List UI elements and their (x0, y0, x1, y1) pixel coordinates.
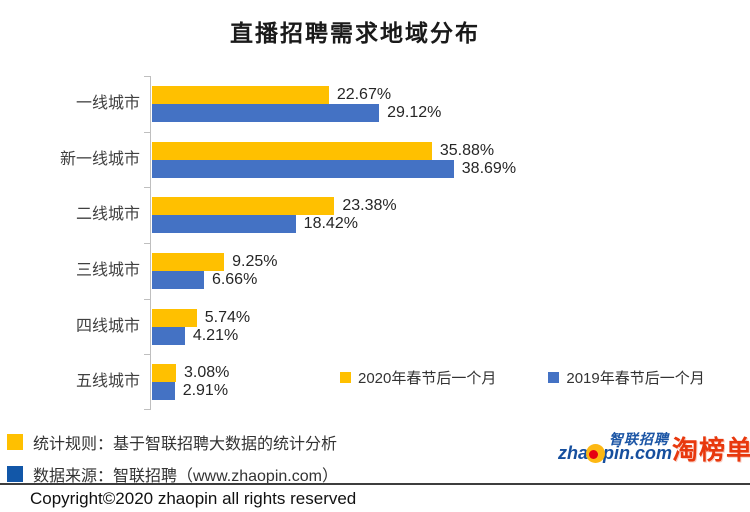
bar-line: 4.21% (152, 326, 717, 345)
value-label: 29.12% (387, 103, 442, 121)
bar-line: 6.66% (152, 270, 717, 289)
zhaopin-url-wordmark: zha pin.com (558, 443, 672, 464)
bar-2019年春节后一个月 (152, 159, 454, 178)
plot-area: 一线城市 22.67% 29.12% 新一线城市 35.88% 38.69% 二线城市 23.… (60, 76, 717, 410)
category-row: 五线城市 3.08% 2.91% (76, 364, 717, 401)
legend-swatch-icon (548, 372, 560, 383)
category-label: 三线城市 (75, 261, 140, 279)
category-row: 一线城市 22.67% 29.12% (76, 85, 717, 122)
zhaopin-logo: 智联招聘 zha pin.com 淘榜单 (556, 428, 750, 478)
legend-item: 2019年春节后一个月 (548, 367, 705, 388)
axis-tick (144, 243, 150, 244)
chart-title: 直播招聘需求地域分布 (230, 20, 480, 46)
bar-line: 38.69% (152, 159, 717, 178)
bar-2019年春节后一个月 (152, 382, 175, 401)
bar-2020年春节后一个月 (152, 252, 225, 271)
note-text-source: 数据来源：智联招聘（www.zhaopin.com） (33, 468, 338, 485)
zhaopin-cn-wordmark: 智联招聘 (609, 431, 669, 447)
category-label: 新一线城市 (59, 150, 140, 168)
bar-line: 29.12% (152, 103, 717, 122)
bar-line: 23.38% (152, 197, 717, 216)
bar-line: 9.25% (152, 252, 717, 271)
legend-label: 2020年春节后一个月 (358, 370, 497, 387)
taobangdan-logo: 淘榜单 (672, 435, 750, 465)
value-label: 9.25% (232, 252, 278, 270)
value-label: 35.88% (439, 141, 495, 159)
legend-swatch-icon (340, 372, 351, 383)
category-label: 一线城市 (75, 94, 140, 112)
bar-2019年春节后一个月 (152, 215, 296, 234)
zhaopin-text-post: pin.com (603, 443, 673, 463)
note-row-rule: 统计规则：基于智联招聘大数据的统计分析 (7, 430, 338, 454)
legend-item: 2020年春节后一个月 (340, 367, 496, 388)
bar-2019年春节后一个月 (152, 103, 380, 122)
bar-2020年春节后一个月 (152, 308, 197, 327)
bar-line: 5.74% (152, 308, 717, 327)
bottom-divider (0, 483, 750, 485)
category-row: 四线城市 5.74% 4.21% (76, 308, 717, 345)
category-row: 三线城市 9.25% 6.66% (76, 252, 717, 289)
bar-line: 22.67% (152, 85, 717, 104)
value-label: 2.91% (182, 382, 229, 400)
category-row: 新一线城市 35.88% 38.69% (60, 141, 717, 178)
value-label: 3.08% (184, 364, 230, 382)
axis-tick (144, 76, 150, 77)
axis-tick (144, 131, 150, 133)
value-label: 4.21% (192, 326, 239, 344)
value-label: 6.66% (211, 270, 258, 288)
value-label: 5.74% (204, 308, 251, 326)
bar-2020年春节后一个月 (152, 85, 329, 104)
zhaopin-text-pre: zha (558, 443, 589, 463)
axis-tick (144, 187, 150, 189)
value-label: 18.42% (303, 215, 358, 233)
bar-2020年春节后一个月 (152, 197, 335, 216)
category-label: 二线城市 (75, 206, 140, 224)
bar-2020年春节后一个月 (152, 141, 432, 160)
axis-tick (144, 354, 150, 356)
note-marker-blue (7, 466, 23, 482)
zhaopin-dot-icon (589, 450, 599, 459)
zhaopin-circle-icon (586, 444, 606, 463)
bar-line: 18.42% (152, 215, 717, 234)
axis-tick (144, 409, 150, 410)
legend: 2020年春节后一个月 2019年春节后一个月 (340, 367, 705, 388)
bar-line: 3.08% (152, 364, 717, 383)
bar-line: 2.91% (152, 382, 717, 401)
value-label: 38.69% (461, 159, 517, 177)
bar-2019年春节后一个月 (152, 270, 204, 289)
copyright-text: Copyright©2020 zhaopin all rights reserv… (30, 489, 357, 508)
category-label: 五线城市 (75, 373, 140, 391)
bar-line: 35.88% (152, 141, 717, 160)
bar-2020年春节后一个月 (152, 364, 177, 383)
axis-tick (144, 298, 150, 300)
note-row-source: 数据来源：智联招聘（www.zhaopin.com） (7, 462, 338, 486)
note-marker-yellow (7, 434, 23, 450)
category-row: 二线城市 23.38% 18.42% (76, 197, 717, 234)
legend-label: 2019年春节后一个月 (566, 370, 705, 387)
bar-2019年春节后一个月 (152, 326, 185, 345)
value-label: 23.38% (342, 197, 397, 215)
footer-notes: 统计规则：基于智联招聘大数据的统计分析 数据来源：智联招聘（www.zhaopi… (7, 430, 338, 494)
value-label: 22.67% (336, 85, 392, 103)
category-label: 四线城市 (75, 317, 140, 335)
note-text-rule: 统计规则：基于智联招聘大数据的统计分析 (33, 436, 338, 453)
